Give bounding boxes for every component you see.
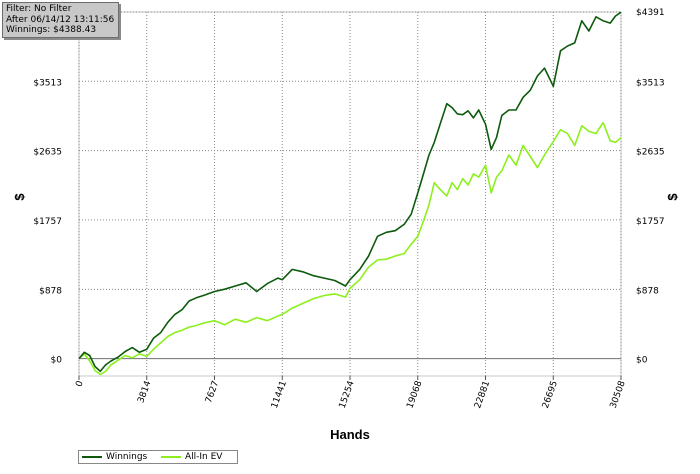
winnings-total-text: Winnings: $4388.43 bbox=[6, 25, 97, 35]
y-tick-label-left: $2635 bbox=[33, 148, 62, 158]
after-date-text: After 06/14/12 13:11:56 bbox=[6, 14, 115, 25]
y-tick-label-right: $3513 bbox=[636, 78, 665, 88]
y-tick-label-left: $878 bbox=[39, 286, 62, 296]
x-tick-label: 7627 bbox=[204, 380, 221, 405]
right-axis-ticks: $0 $878 $1757 $2635 $3513 $4391 bbox=[636, 8, 665, 366]
left-axis-ticks: $0$878$1757$2635$3513$4391 bbox=[33, 8, 62, 366]
legend: Winnings All-In EV bbox=[78, 450, 238, 464]
y-tick-label-right: $0 bbox=[636, 356, 648, 366]
x-axis-ticks: 0 3814 7627 11441 15254 19068 22881 26695 30508 bbox=[74, 376, 628, 410]
grid bbox=[78, 11, 622, 376]
series-line-winnings bbox=[78, 11, 622, 373]
x-axis-label: Hands bbox=[330, 427, 370, 442]
legend-label-allin-ev: All-In EV bbox=[185, 452, 223, 462]
legend-swatch-allin-ev bbox=[161, 456, 181, 458]
y-axis-label-right: $ bbox=[665, 193, 680, 201]
x-tick-label: 15254 bbox=[338, 379, 357, 410]
filter-info-box: Filter: No Filter After 06/14/12 13:11:5… bbox=[2, 2, 119, 38]
y-tick-label-left: $0 bbox=[51, 356, 63, 366]
x-tick-label: 0 bbox=[74, 379, 85, 388]
x-tick-label: 30508 bbox=[609, 379, 628, 410]
series-group bbox=[78, 11, 622, 376]
y-tick-label-right: $4391 bbox=[636, 8, 665, 18]
y-tick-label-right: $878 bbox=[636, 286, 659, 296]
x-tick-label: 19068 bbox=[405, 379, 424, 410]
x-tick-label: 3814 bbox=[136, 379, 153, 404]
series-line-all-in-ev bbox=[78, 121, 622, 376]
y-tick-label-right: $1757 bbox=[636, 217, 665, 227]
legend-label-winnings: Winnings bbox=[106, 452, 148, 462]
y-tick-label-left: $3513 bbox=[33, 78, 62, 88]
x-tick-label: 22881 bbox=[473, 380, 492, 410]
y-tick-label-left: $1757 bbox=[33, 217, 62, 227]
x-tick-label: 26695 bbox=[541, 380, 560, 410]
y-tick-label-right: $2635 bbox=[636, 148, 665, 158]
x-tick-label: 11441 bbox=[270, 380, 289, 410]
y-axis-label-left: $ bbox=[12, 193, 27, 201]
filter-text: Filter: No Filter bbox=[6, 4, 72, 14]
legend-swatch-winnings bbox=[82, 456, 102, 458]
